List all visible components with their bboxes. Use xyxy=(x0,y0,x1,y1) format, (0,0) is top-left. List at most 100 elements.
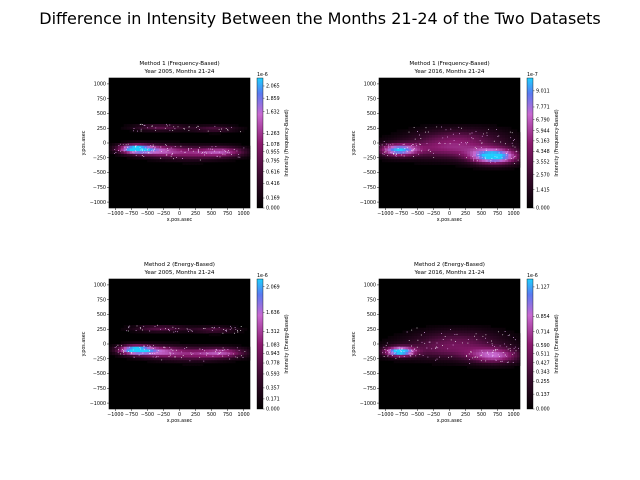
speck xyxy=(475,130,477,132)
heat-cell xyxy=(487,352,491,356)
heat-cell xyxy=(428,145,433,149)
heat-cell xyxy=(431,126,436,130)
speck xyxy=(452,133,454,135)
heat-cell xyxy=(517,349,521,353)
heat-cell xyxy=(408,357,412,361)
heat-cell xyxy=(505,338,509,342)
heat-cell xyxy=(229,327,233,331)
heat-cell xyxy=(470,344,474,348)
heat-cell xyxy=(123,153,127,157)
heat-cell xyxy=(440,143,444,147)
heat-cell xyxy=(428,132,433,136)
colorbar-tick-label: 1.632 xyxy=(266,109,280,115)
heat-cell xyxy=(475,341,480,345)
heat-cell xyxy=(431,129,436,133)
heat-cell xyxy=(473,327,477,331)
heat-cell xyxy=(191,344,195,348)
heat-cell xyxy=(167,126,171,130)
heat-cell xyxy=(473,349,477,353)
speck xyxy=(167,150,169,151)
heat-cell xyxy=(481,325,486,329)
heat-cell xyxy=(443,346,447,350)
heat-cell xyxy=(123,354,127,358)
speck xyxy=(190,352,192,354)
heat-cell xyxy=(437,134,441,138)
speck xyxy=(143,151,144,153)
heat-cell xyxy=(455,151,459,155)
speck xyxy=(114,148,116,150)
speck xyxy=(390,152,392,153)
heat-cell xyxy=(138,327,142,331)
speck xyxy=(414,138,416,140)
speck xyxy=(168,329,170,331)
speck xyxy=(490,160,492,162)
heat-cell xyxy=(455,148,459,152)
heat-cell xyxy=(496,156,500,160)
heat-cell xyxy=(478,124,483,128)
y-tick-label: −1000 xyxy=(360,200,376,206)
heat-cell xyxy=(490,126,494,130)
heat-cell xyxy=(428,129,433,133)
speck xyxy=(513,352,515,354)
speck xyxy=(166,123,167,125)
heat-cell xyxy=(440,137,444,141)
colorbar-tick-label: 0.000 xyxy=(266,206,280,212)
heat-cell xyxy=(428,341,433,345)
heat-cell xyxy=(214,333,218,337)
speck xyxy=(420,150,422,152)
heat-cell xyxy=(455,164,459,168)
speck xyxy=(131,353,133,355)
heat-cell xyxy=(437,137,441,141)
heat-cell xyxy=(493,126,497,130)
heat-cell xyxy=(423,327,427,331)
speck xyxy=(214,150,215,152)
heat-cell xyxy=(475,344,480,348)
heat-cell xyxy=(211,132,216,136)
heat-cell xyxy=(120,153,124,157)
heat-cell xyxy=(490,335,494,339)
heat-cell xyxy=(220,159,224,163)
heat-cell xyxy=(396,335,400,339)
heat-cell xyxy=(417,338,421,342)
y-tick-label: −500 xyxy=(93,170,106,176)
heat-cell xyxy=(141,346,145,350)
heat-cell xyxy=(153,357,157,361)
heat-cell xyxy=(170,341,174,345)
heat-cell xyxy=(414,338,418,342)
speck xyxy=(231,153,232,155)
heat-cell xyxy=(235,156,239,160)
y-tick-label: 250 xyxy=(367,327,376,333)
heat-cell xyxy=(211,143,216,147)
y-tick-label: 500 xyxy=(367,111,376,117)
heat-cell xyxy=(414,156,418,160)
speck xyxy=(163,346,165,348)
heat-cell xyxy=(502,341,506,345)
heat-cell xyxy=(487,134,491,138)
heat-cell xyxy=(496,167,500,171)
heat-cell xyxy=(437,335,441,339)
heat-cell xyxy=(508,132,512,136)
speck xyxy=(218,151,220,153)
heat-cell xyxy=(475,333,480,337)
heat-cell xyxy=(470,161,474,165)
heat-cell xyxy=(478,338,483,342)
heat-cell xyxy=(150,354,154,358)
heat-cell xyxy=(384,156,389,160)
speck xyxy=(480,360,482,362)
heat-cell xyxy=(179,360,183,364)
heat-cell xyxy=(132,341,136,345)
heat-cell xyxy=(443,325,447,329)
heat-cell xyxy=(402,137,406,141)
heat-cell xyxy=(493,156,497,160)
speck xyxy=(504,331,506,332)
speck xyxy=(225,329,227,331)
heat-cell xyxy=(173,346,177,350)
speck xyxy=(511,142,513,144)
heat-cell xyxy=(505,341,509,345)
heat-cell xyxy=(470,325,474,329)
speck xyxy=(240,355,242,357)
heat-cell xyxy=(446,346,450,350)
speck xyxy=(237,330,238,331)
heat-cell xyxy=(493,362,497,366)
speck xyxy=(227,355,229,356)
